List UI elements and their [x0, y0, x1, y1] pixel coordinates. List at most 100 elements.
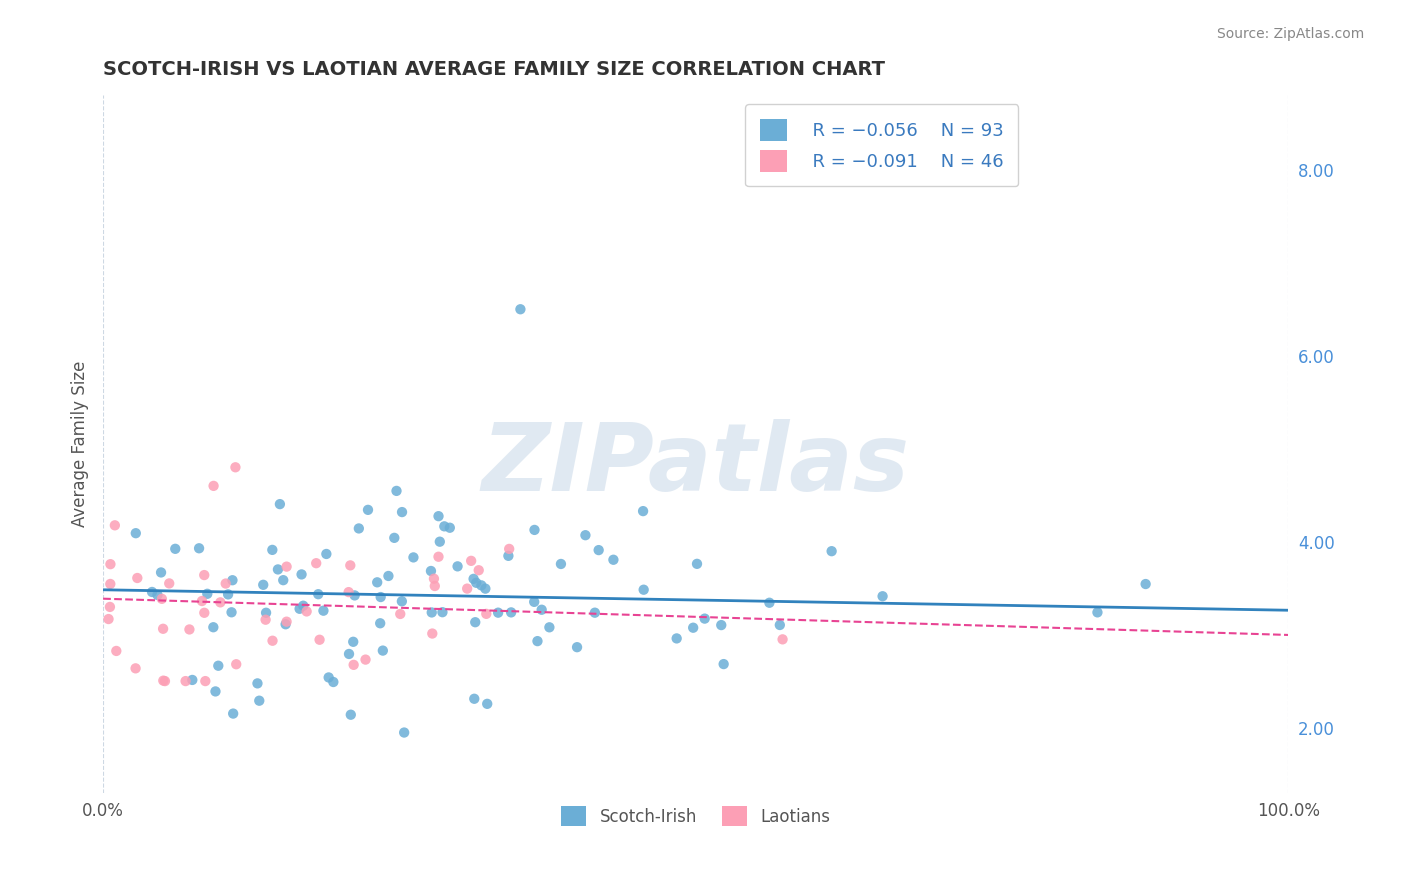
Point [207, 658, 229, 673]
Y-axis label: Average Family Size: Average Family Size [72, 361, 89, 527]
Point [193, 606, 215, 620]
Point [337, 647, 360, 661]
Point [509, 302, 531, 317]
Point [820, 544, 842, 558]
Point [337, 585, 360, 599]
Point [1087, 606, 1109, 620]
Point [215, 576, 238, 591]
Point [222, 706, 245, 721]
Point [872, 589, 894, 603]
Point [195, 587, 218, 601]
Point [209, 595, 232, 609]
Point [433, 519, 456, 533]
Point [429, 534, 451, 549]
Point [308, 632, 330, 647]
Point [432, 605, 454, 619]
Point [254, 613, 277, 627]
Point [456, 582, 478, 596]
Point [463, 691, 485, 706]
Point [354, 652, 377, 666]
Point [188, 541, 211, 556]
Point [295, 604, 318, 618]
Text: ZIPatlas: ZIPatlas [482, 419, 910, 511]
Point [682, 621, 704, 635]
Point [423, 572, 446, 586]
Point [772, 632, 794, 647]
Point [246, 676, 269, 690]
Point [315, 547, 337, 561]
Point [292, 599, 315, 613]
Point [221, 605, 243, 619]
Point [267, 562, 290, 576]
Point [105, 644, 128, 658]
Point [391, 505, 413, 519]
Point [343, 589, 366, 603]
Point [420, 626, 443, 640]
Point [276, 615, 298, 629]
Point [389, 607, 412, 621]
Point [588, 543, 610, 558]
Point [423, 579, 446, 593]
Point [202, 620, 225, 634]
Point [339, 558, 361, 573]
Point [150, 591, 173, 606]
Legend: Scotch-Irish, Laotians: Scotch-Irish, Laotians [554, 799, 837, 833]
Point [150, 566, 173, 580]
Point [427, 549, 450, 564]
Point [347, 521, 370, 535]
Point [193, 568, 215, 582]
Point [583, 606, 606, 620]
Point [550, 557, 572, 571]
Point [420, 564, 443, 578]
Point [269, 497, 291, 511]
Point [370, 590, 392, 604]
Point [104, 518, 127, 533]
Point [498, 541, 520, 556]
Point [124, 661, 146, 675]
Point [342, 634, 364, 648]
Point [486, 606, 509, 620]
Point [357, 503, 380, 517]
Point [100, 557, 122, 571]
Point [665, 632, 688, 646]
Point [368, 616, 391, 631]
Point [312, 604, 335, 618]
Point [498, 549, 520, 563]
Point [165, 541, 187, 556]
Point [152, 673, 174, 688]
Point [98, 599, 121, 614]
Point [475, 607, 498, 621]
Point [382, 531, 405, 545]
Point [288, 601, 311, 615]
Point [174, 674, 197, 689]
Point [371, 643, 394, 657]
Point [464, 615, 486, 630]
Point [252, 578, 274, 592]
Point [225, 657, 247, 672]
Point [191, 594, 214, 608]
Point [377, 569, 399, 583]
Point [366, 575, 388, 590]
Text: SCOTCH-IRISH VS LAOTIAN AVERAGE FAMILY SIZE CORRELATION CHART: SCOTCH-IRISH VS LAOTIAN AVERAGE FAMILY S… [103, 60, 886, 78]
Text: Source: ZipAtlas.com: Source: ZipAtlas.com [1216, 27, 1364, 41]
Point [460, 554, 482, 568]
Point [693, 612, 716, 626]
Point [262, 542, 284, 557]
Point [523, 595, 546, 609]
Point [523, 523, 546, 537]
Point [274, 617, 297, 632]
Point [631, 504, 654, 518]
Point [463, 572, 485, 586]
Point [204, 684, 226, 698]
Point [565, 640, 588, 655]
Point [470, 578, 492, 592]
Point [710, 618, 733, 632]
Point [769, 618, 792, 632]
Point [339, 707, 361, 722]
Point [221, 573, 243, 587]
Point [157, 576, 180, 591]
Point [97, 612, 120, 626]
Point [98, 577, 121, 591]
Point [307, 587, 329, 601]
Point [713, 657, 735, 671]
